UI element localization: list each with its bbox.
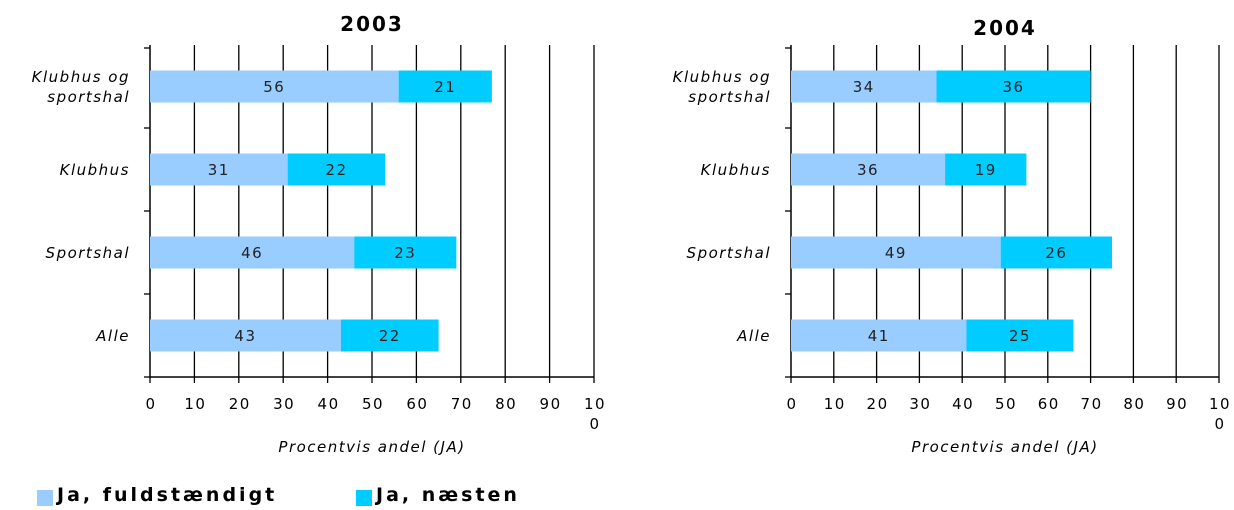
chart-title: 2003 <box>340 12 404 36</box>
data-label: 26 <box>1045 244 1067 262</box>
category-label: Klubhus og sportshal <box>672 67 771 106</box>
data-label: 22 <box>379 327 401 345</box>
category-label: Klubhus og sportshal <box>31 67 130 106</box>
x-axis-label: Procentvis andel (JA) <box>278 438 466 456</box>
x-tick-label: 80 <box>495 395 518 413</box>
legend-label: Ja, næsten <box>376 484 520 506</box>
data-label: 49 <box>885 244 907 262</box>
x-tick-label: 50 <box>361 395 385 413</box>
x-tick-label: 10 <box>823 395 846 413</box>
legend-swatch <box>356 490 372 506</box>
category-label: Klubhus <box>700 160 771 179</box>
data-label: 46 <box>241 244 263 262</box>
bar-segment <box>936 70 1091 103</box>
x-tick-label: 40 <box>317 395 340 413</box>
bar-segment <box>340 319 439 352</box>
category-label: Sportshal <box>686 243 771 262</box>
data-label: 43 <box>234 327 256 345</box>
x-tick-label: 70 <box>1080 395 1103 413</box>
x-tick-label: 100 <box>583 395 607 433</box>
data-label: 56 <box>263 78 285 96</box>
bar-segment <box>791 153 946 186</box>
bar-segment <box>398 70 492 103</box>
x-tick-label: 30 <box>273 395 296 413</box>
bar-segment <box>150 70 399 103</box>
data-label: 23 <box>394 244 416 262</box>
data-label: 36 <box>1003 78 1025 96</box>
category-label: Alle <box>737 326 771 345</box>
data-label: 19 <box>975 161 997 179</box>
bar-segment <box>354 236 457 269</box>
bar-segment <box>287 153 386 186</box>
data-label: 21 <box>434 78 456 96</box>
data-label: 25 <box>1009 327 1031 345</box>
x-tick-label: 80 <box>1123 395 1146 413</box>
data-label: 22 <box>325 161 347 179</box>
x-tick-label: 20 <box>228 395 251 413</box>
x-axis-label: Procentvis andel (JA) <box>911 438 1099 456</box>
bar-segment <box>150 236 355 269</box>
data-label: 34 <box>853 78 875 96</box>
category-label: Sportshal <box>45 243 130 262</box>
x-tick-label: 90 <box>539 395 562 413</box>
x-tick-label: 60 <box>1037 395 1060 413</box>
category-label: Klubhus <box>59 160 130 179</box>
bar-segment <box>945 153 1027 186</box>
chart-title: 2004 <box>973 16 1037 40</box>
legend-label: Ja, fuldstændigt <box>57 484 278 506</box>
x-tick-label: 30 <box>909 395 932 413</box>
legend-swatch <box>37 490 53 506</box>
x-tick-label: 10 <box>184 395 207 413</box>
x-tick-label: 60 <box>406 395 429 413</box>
bar-segment <box>150 153 288 186</box>
bar-segment <box>966 319 1074 352</box>
x-tick-label: 20 <box>866 395 889 413</box>
bar-segment <box>1000 236 1112 269</box>
data-label: 41 <box>868 327 890 345</box>
data-label: 31 <box>208 161 230 179</box>
data-label: 36 <box>857 161 879 179</box>
category-label: Alle <box>96 326 130 345</box>
bar-segment <box>791 70 937 103</box>
x-tick-label: 0 <box>786 395 798 413</box>
x-tick-label: 70 <box>450 395 473 413</box>
bar-segment <box>791 319 967 352</box>
x-tick-label: 90 <box>1166 395 1189 413</box>
x-tick-label: 0 <box>145 395 157 413</box>
x-tick-label: 50 <box>994 395 1018 413</box>
bar-segment <box>791 236 1001 269</box>
x-tick-label: 100 <box>1208 395 1232 433</box>
bar-segment <box>150 319 341 352</box>
x-tick-label: 40 <box>952 395 975 413</box>
